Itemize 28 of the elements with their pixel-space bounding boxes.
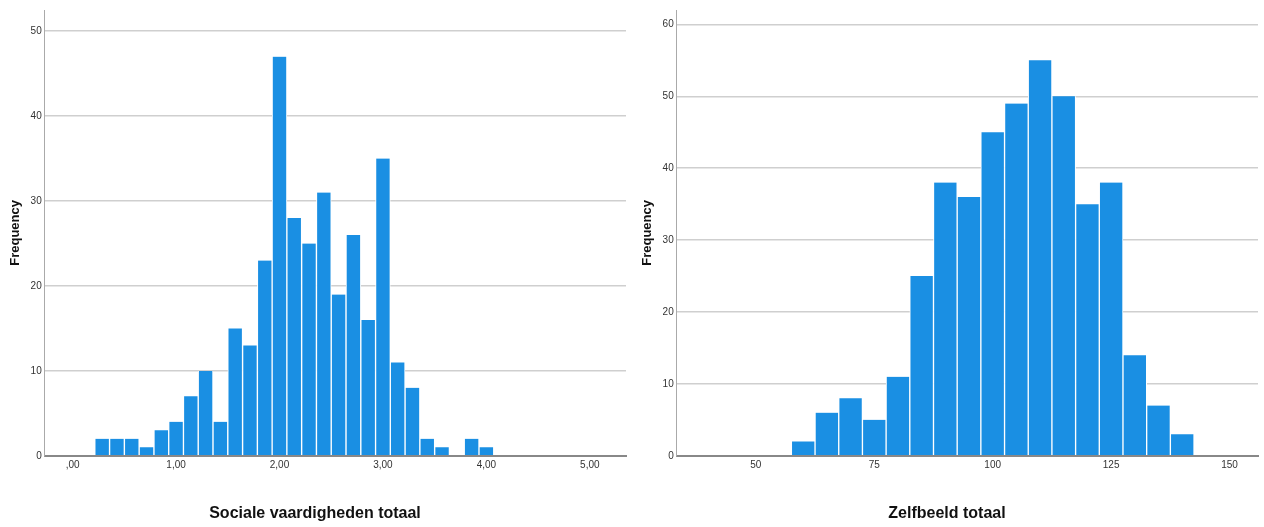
y-tick-label: 20 (662, 305, 675, 317)
y-tick-label: 60 (662, 18, 675, 30)
x-tick-label: 4,00 (476, 458, 497, 470)
y-tick-label: 0 (668, 449, 675, 461)
x-tick-label: 50 (750, 458, 762, 470)
y-axis-title: Frequency (639, 199, 655, 266)
y-tick-label: 20 (30, 279, 43, 291)
y-tick-label: 10 (662, 377, 675, 389)
x-tick-label: 150 (1221, 458, 1239, 470)
y-tick-label: 0 (36, 449, 43, 461)
x-tick-label: 2,00 (269, 458, 290, 470)
x-tick-label: 125 (1102, 458, 1120, 470)
x-tick-label: ,00 (65, 458, 81, 470)
y-tick-label: 30 (30, 194, 43, 206)
x-axis-title: Sociale vaardigheden totaal (209, 503, 421, 521)
y-tick-label: 40 (30, 109, 43, 121)
x-tick-label: 3,00 (373, 458, 394, 470)
y-tick-label: 10 (30, 364, 43, 376)
y-tick-label: 40 (662, 161, 675, 173)
x-tick-label: 5,00 (580, 458, 600, 470)
x-tick-label: 1,00 (166, 458, 187, 470)
y-tick-label: 50 (662, 90, 675, 102)
x-tick-label: 75 (868, 458, 881, 470)
y-tick-label: 50 (30, 24, 43, 36)
x-tick-label: 100 (984, 458, 1002, 470)
y-tick-label: 30 (662, 233, 675, 245)
y-axis-title: Frequency (7, 199, 23, 266)
x-axis-title: Zelfbeeld totaal (888, 503, 1006, 521)
